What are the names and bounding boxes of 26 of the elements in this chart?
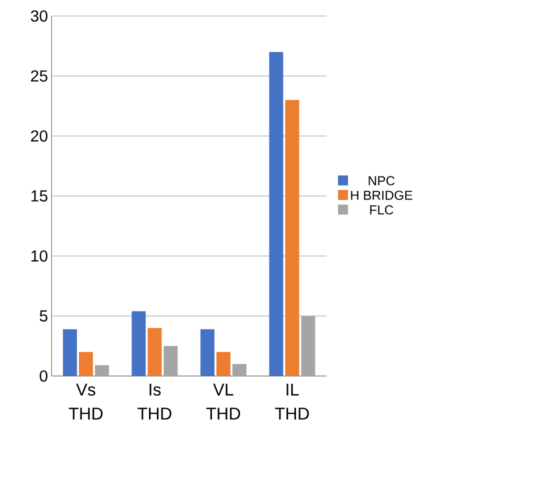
bar <box>78 352 93 376</box>
y-tick-label: 15 <box>31 190 48 202</box>
y-tick-label: 20 <box>31 130 48 142</box>
x-tick-label: Is THD <box>138 384 172 420</box>
y-tick-label: 25 <box>31 70 48 82</box>
legend-label: H BRIDGE <box>351 190 412 200</box>
x-tick-label: IL THD <box>275 384 309 420</box>
bar <box>94 365 109 376</box>
bar <box>200 329 214 376</box>
bar <box>62 329 77 376</box>
bar <box>285 100 300 376</box>
y-tick-label: 0 <box>40 370 48 382</box>
y-tick-label: 5 <box>40 310 48 322</box>
bar <box>148 328 162 376</box>
legend-label: FLC <box>370 205 394 214</box>
x-tick-label: VL THD <box>206 384 240 420</box>
bar <box>164 346 178 376</box>
bar <box>301 316 316 376</box>
bar <box>132 311 146 376</box>
bar <box>216 352 230 376</box>
y-tick-label: 10 <box>31 250 48 262</box>
legend-label: NPC <box>368 176 395 186</box>
bar <box>269 52 284 376</box>
y-tick-label: 30 <box>30 10 48 22</box>
x-tick-label: Vs THD <box>68 384 103 420</box>
bar <box>232 364 246 376</box>
